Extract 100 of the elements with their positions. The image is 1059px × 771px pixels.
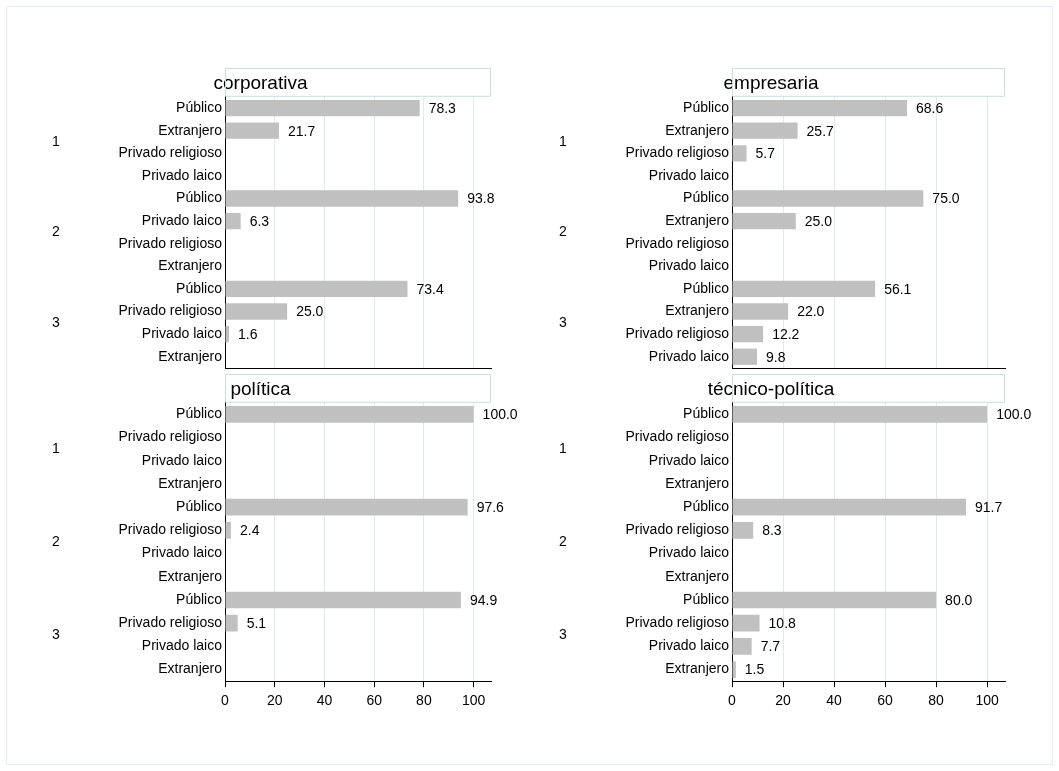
y-tick-label: Extranjero <box>158 474 223 491</box>
y-tick-label: Privado religioso <box>118 521 223 538</box>
text: 2 <box>559 532 568 549</box>
bar <box>225 303 288 320</box>
data-label: 5.7 <box>755 145 776 162</box>
data-label: 9.8 <box>766 348 786 365</box>
y-tick-label: Privado laico <box>648 637 730 654</box>
data-label: 80.0 <box>945 591 973 608</box>
y-tick-label: Privado religioso <box>118 234 223 251</box>
y-tick-label: Privado laico <box>141 166 223 183</box>
text: 3 <box>52 625 61 642</box>
x-tick-label: 20 <box>775 692 792 709</box>
y-tick-label: Extranjero <box>158 660 223 677</box>
bar <box>732 280 876 298</box>
data-label: 25.7 <box>806 122 835 139</box>
bar <box>732 122 798 139</box>
text: 1 <box>559 440 568 457</box>
y-tick-label: Privado religioso <box>625 521 730 538</box>
chart-title: técnico-política <box>707 377 835 399</box>
x-tick-label: 40 <box>316 692 333 709</box>
bar <box>732 212 796 230</box>
bar <box>225 406 474 423</box>
chart-title: política <box>230 377 292 399</box>
bar <box>732 348 757 365</box>
data-label: 73.4 <box>416 280 444 297</box>
data-label: 75.0 <box>932 190 960 207</box>
y-tick-label: Extranjero <box>665 121 730 138</box>
data-label: 22.0 <box>797 303 825 320</box>
data-label: 2.4 <box>239 522 260 539</box>
bar <box>225 190 459 207</box>
y-tick-label: Privado laico <box>141 211 223 228</box>
y-tick-label: Privado laico <box>648 347 730 364</box>
x-tick-label: 60 <box>366 692 383 709</box>
y-tick-label: Privado religioso <box>118 614 223 631</box>
bar <box>732 145 747 162</box>
data-label: 68.6 <box>916 99 944 116</box>
bar <box>225 498 468 516</box>
y-tick-label: Extranjero <box>665 302 730 319</box>
y-tick-label: Privado religioso <box>625 234 730 251</box>
chart-title: empresaria <box>723 71 819 93</box>
text: 3 <box>559 313 568 330</box>
bar <box>225 212 241 230</box>
y-tick-label: Extranjero <box>158 257 223 274</box>
y-tick-label: Privado laico <box>648 451 730 468</box>
text: 1 <box>52 440 61 457</box>
y-tick-label: Privado religioso <box>625 324 730 341</box>
y-tick-label: Privado religioso <box>118 428 223 445</box>
x-tick-label: 80 <box>928 692 945 709</box>
x-tick-label: 80 <box>416 692 432 709</box>
y-tick-label: Público <box>176 498 223 515</box>
y-tick-label: Público <box>176 405 223 422</box>
bar <box>225 591 461 609</box>
data-label: 12.2 <box>772 325 800 342</box>
bar <box>732 303 789 320</box>
bar <box>732 190 924 207</box>
data-label: 5.1 <box>246 615 267 632</box>
y-tick-label: Extranjero <box>665 567 730 584</box>
text: 3 <box>52 313 61 330</box>
x-tick-label: 20 <box>266 692 283 709</box>
bar <box>732 406 988 423</box>
y-tick-label: Extranjero <box>158 567 223 584</box>
bar <box>732 638 752 655</box>
data-label: 8.3 <box>762 522 782 539</box>
bar <box>225 99 420 117</box>
y-tick-label: Privado laico <box>141 544 223 561</box>
text: 2 <box>559 223 568 240</box>
bar <box>732 591 937 609</box>
bar <box>732 325 764 343</box>
x-tick-label: 100 <box>975 692 1000 709</box>
y-tick-label: Público <box>683 98 730 115</box>
data-label: 100.0 <box>482 406 518 423</box>
y-tick-label: Privado religioso <box>118 302 223 319</box>
bar <box>225 122 279 139</box>
text: 1 <box>559 132 568 149</box>
y-tick-label: Público <box>683 189 730 206</box>
data-label: 100.0 <box>996 406 1032 423</box>
data-label: 1.6 <box>237 325 258 342</box>
x-tick-label: 100 <box>461 692 486 709</box>
bar <box>225 280 408 298</box>
x-tick-label: 0 <box>221 692 230 709</box>
text: 3 <box>559 625 568 642</box>
bar <box>732 614 760 632</box>
y-tick-label: Público <box>176 189 223 206</box>
data-label: 7.7 <box>760 638 781 655</box>
y-tick-label: Privado religioso <box>625 144 730 161</box>
x-tick-label: 40 <box>826 692 843 709</box>
data-label: 25.0 <box>804 212 833 229</box>
y-tick-label: Privado laico <box>648 257 730 274</box>
y-tick-label: Privado laico <box>141 451 223 468</box>
data-label: 56.1 <box>884 280 912 297</box>
bar <box>732 99 908 117</box>
data-label: 93.8 <box>467 190 495 207</box>
text: 2 <box>52 223 61 240</box>
y-tick-label: Extranjero <box>665 660 730 677</box>
data-label: 1.5 <box>744 661 765 678</box>
y-tick-label: Privado religioso <box>118 144 223 161</box>
bar <box>732 498 966 516</box>
data-label: 21.7 <box>287 122 316 139</box>
x-tick-label: 0 <box>728 692 737 709</box>
data-label: 94.9 <box>469 591 498 608</box>
